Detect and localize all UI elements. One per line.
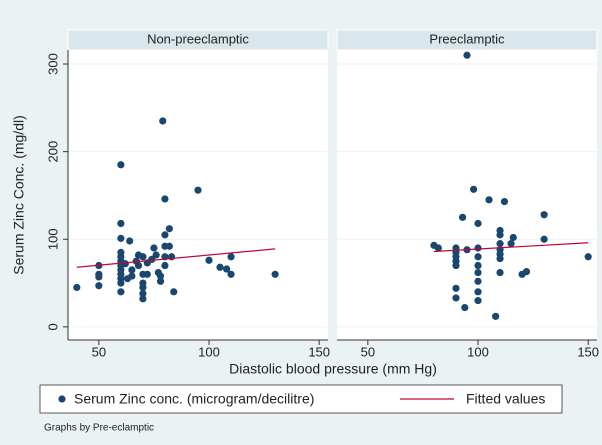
point: [452, 261, 460, 270]
x-tick-label: 150: [308, 344, 330, 359]
point: [148, 255, 156, 263]
point: [461, 303, 469, 312]
point: [452, 294, 460, 302]
point: [227, 270, 235, 278]
point: [139, 283, 147, 292]
point: [227, 253, 235, 261]
fit-line: [76, 248, 276, 268]
panel-title: Non-preeclamptic: [147, 31, 249, 46]
point: [584, 253, 592, 261]
point: [161, 231, 169, 239]
x-tick-label: 50: [361, 344, 375, 359]
x-tick-label: 50: [92, 344, 106, 359]
legend: [39, 384, 563, 414]
panel-title: Preeclamptic: [429, 31, 505, 46]
legend-label: Serum Zinc conc. (microgram/decilitre): [74, 391, 314, 407]
point: [205, 256, 213, 264]
point: [540, 211, 548, 219]
point: [128, 266, 136, 274]
point: [522, 268, 531, 276]
point: [117, 288, 125, 296]
point: [496, 254, 504, 263]
plot-area: [68, 50, 328, 340]
point: [452, 284, 460, 292]
point: [152, 251, 160, 259]
point: [500, 197, 509, 206]
point: [474, 219, 482, 228]
point: [139, 289, 147, 298]
point: [474, 261, 482, 270]
x-axis-label: Diastolic blood pressure (mm Hg): [229, 361, 437, 377]
point: [434, 244, 442, 252]
legend-marker: [58, 395, 66, 403]
point: [496, 240, 504, 248]
x-tick-label: 150: [577, 344, 599, 359]
point: [128, 272, 136, 280]
point: [161, 195, 169, 203]
point: [143, 270, 151, 278]
point: [117, 219, 125, 228]
y-tick-label: 100: [45, 228, 60, 250]
point: [159, 117, 167, 125]
plot-area: [337, 50, 597, 340]
point: [540, 235, 548, 243]
point: [117, 161, 125, 169]
point: [139, 253, 147, 261]
note: Graphs by Pre-eclamptic: [44, 423, 154, 434]
point: [474, 277, 482, 285]
y-tick-label: 0: [45, 323, 60, 330]
point: [156, 272, 165, 280]
point: [496, 231, 504, 239]
point: [492, 312, 500, 320]
point: [126, 237, 134, 245]
y-tick-label: 200: [45, 141, 60, 163]
point: [165, 242, 173, 250]
point: [121, 260, 129, 268]
point: [271, 270, 279, 278]
point: [474, 244, 482, 252]
point: [216, 263, 224, 271]
point: [463, 51, 471, 59]
point: [474, 253, 482, 261]
legend-label: Fitted values: [466, 391, 545, 407]
point: [474, 288, 482, 296]
point: [117, 234, 125, 242]
point: [474, 296, 482, 305]
y-tick-label: 300: [45, 53, 60, 75]
point: [496, 268, 504, 277]
point: [117, 279, 125, 287]
point: [134, 261, 143, 270]
fit-line: [433, 242, 589, 253]
point: [458, 213, 467, 221]
point: [485, 196, 493, 204]
point: [73, 283, 81, 292]
point: [95, 282, 103, 290]
point: [470, 185, 478, 193]
point: [150, 244, 158, 252]
point: [474, 268, 482, 277]
point: [223, 265, 231, 273]
point: [161, 261, 169, 270]
point: [507, 240, 515, 248]
point: [95, 273, 103, 281]
point: [156, 277, 165, 285]
point: [509, 233, 517, 242]
x-tick-label: 100: [198, 344, 220, 359]
point: [170, 288, 178, 296]
point: [139, 295, 147, 303]
x-tick-label: 100: [467, 344, 489, 359]
point: [165, 225, 173, 233]
point: [194, 186, 202, 194]
y-axis-label: Serum Zinc Conc. (mg/dl): [11, 115, 27, 274]
